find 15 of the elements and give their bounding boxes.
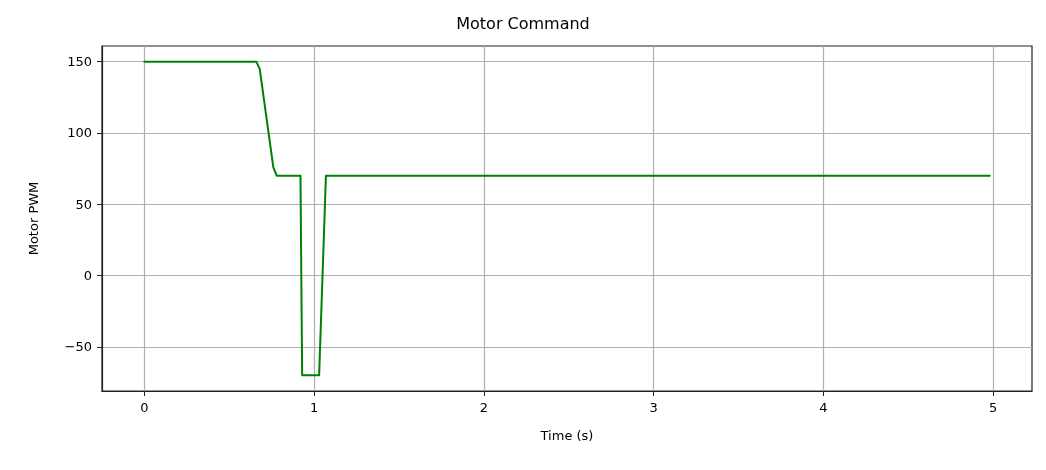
x-tick-label: 5 (988, 400, 998, 415)
x-tick-label: 0 (140, 400, 149, 415)
y-tick-label: 100 (67, 125, 92, 141)
y-tick-label: 50 (75, 196, 92, 212)
y-tick-label: 150 (67, 54, 92, 70)
y-axis-title: Motor PWM (26, 181, 41, 256)
x-tick-label: 4 (819, 400, 828, 415)
x-tick-label: 2 (479, 400, 488, 415)
chart-title: Motor Command (456, 13, 590, 33)
line-series (143, 60, 991, 377)
x-axis-title: Time (s) (539, 428, 594, 443)
x-tick-label: 1 (309, 400, 319, 415)
y-tick-label: −50 (64, 339, 92, 355)
x-tick-label: 3 (649, 400, 658, 415)
y-tick-label: 0 (83, 268, 92, 284)
